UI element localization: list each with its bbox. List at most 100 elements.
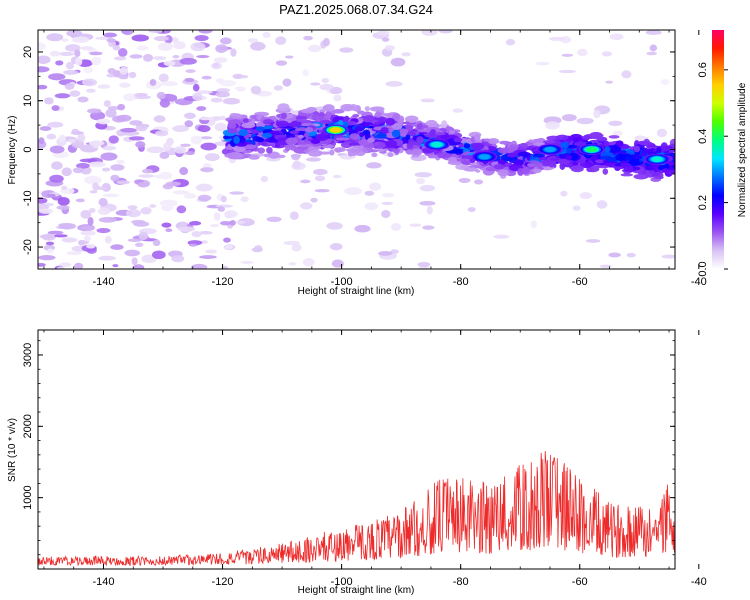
heatmap-cell	[136, 45, 149, 51]
heatmap-cell	[414, 172, 432, 178]
heatmap-cell	[235, 142, 247, 147]
heatmap-cell	[285, 134, 296, 139]
heatmap-cell	[54, 93, 71, 99]
heatmap-cell	[530, 220, 538, 229]
heatmap-cell	[419, 184, 436, 192]
heatmap-cell	[110, 244, 124, 250]
heatmap-cell	[149, 204, 157, 208]
heatmap-cell	[89, 190, 98, 194]
heatmap-cells	[38, 30, 710, 269]
heatmap-cell	[561, 114, 577, 122]
heatmap-cell	[314, 188, 330, 193]
heatmap-cell	[382, 193, 395, 198]
heatmap-peak	[688, 162, 710, 172]
heatmap-cell	[155, 130, 169, 137]
heatmap-cell	[49, 50, 61, 57]
heatmap-cell	[46, 33, 64, 42]
y-tick-label: -20	[22, 239, 34, 255]
heatmap-cell	[184, 120, 194, 128]
heatmap-cell	[428, 154, 439, 159]
heatmap-cell	[357, 110, 365, 115]
heatmap-cell	[204, 153, 220, 162]
heatmap-cell	[159, 98, 170, 108]
heatmap-cell	[449, 130, 455, 134]
heatmap-cell	[438, 30, 453, 34]
heatmap-cell	[161, 81, 179, 87]
heatmap-cell	[572, 161, 579, 166]
heatmap-cell	[291, 243, 302, 252]
heatmap-cell	[196, 106, 207, 111]
heatmap-cell	[391, 223, 402, 232]
heatmap-cell	[157, 42, 174, 51]
heatmap-cell	[217, 206, 226, 212]
heatmap-cell	[585, 239, 601, 243]
heatmap-cell	[116, 159, 125, 165]
heatmap-cell	[201, 75, 212, 80]
heatmap-cell	[85, 88, 96, 93]
heatmap-cell	[87, 108, 102, 114]
heatmap-cell	[98, 216, 117, 223]
heatmap-cell	[363, 115, 375, 124]
heatmap-cell	[135, 141, 146, 149]
heatmap-cell	[159, 199, 178, 207]
heatmap-cell	[354, 224, 371, 233]
heatmap-cell	[163, 142, 172, 151]
heatmap-cell	[497, 169, 509, 177]
heatmap-cell	[88, 161, 106, 168]
heatmap-cell	[224, 210, 238, 218]
heatmap-cell	[58, 222, 77, 230]
heatmap-cell	[91, 56, 102, 66]
heatmap-cell	[165, 181, 181, 187]
heatmap-cell	[376, 30, 390, 36]
heatmap-cell	[96, 118, 111, 125]
heatmap-cell	[250, 41, 266, 51]
colorbar-tick-label: 0.6	[697, 62, 709, 77]
x-tick-label: -40	[691, 276, 707, 288]
heatmap-cell	[506, 153, 517, 158]
heatmap-cell	[163, 60, 176, 67]
heatmap-cell	[235, 220, 246, 224]
heatmap-cell	[405, 149, 414, 155]
heatmap-cell	[216, 88, 231, 93]
heatmap-cell	[106, 38, 116, 43]
heatmap-cell	[599, 264, 612, 268]
heatmap-cell	[81, 78, 98, 87]
heatmap-cell	[129, 54, 143, 59]
heatmap-cell	[275, 60, 288, 66]
heatmap-cell	[172, 190, 190, 195]
heatmap-cell	[310, 197, 318, 203]
heatmap-cell	[131, 34, 149, 42]
heatmap-cell	[593, 109, 601, 119]
heatmap-cell	[376, 132, 387, 139]
heatmap-cell	[323, 37, 330, 47]
heatmap-cell	[420, 98, 435, 103]
heatmap-cell	[104, 235, 112, 244]
y-tick-label: 20	[22, 46, 34, 58]
colorbar: 0.0 0.2 0.4 0.6 Normalized spectral amplitu…	[697, 30, 748, 277]
heatmap-cell	[148, 30, 164, 33]
x-tick-label: -60	[572, 576, 588, 588]
heatmap-cell	[628, 159, 641, 165]
heatmap-cell	[285, 137, 298, 145]
heatmap-cell	[605, 80, 614, 84]
heatmap-cell	[266, 216, 282, 222]
heatmap-cell	[218, 115, 227, 121]
heatmap-peak	[478, 154, 491, 160]
heatmap-cell	[165, 228, 173, 233]
heatmap-cell	[366, 162, 382, 169]
heatmap-cell	[453, 137, 463, 143]
heatmap-cell	[333, 147, 346, 153]
heatmap-cell	[311, 115, 324, 120]
heatmap-cell	[541, 160, 551, 167]
heatmap-cell	[608, 135, 620, 139]
heatmap-cell	[219, 80, 237, 87]
heatmap-cell	[422, 225, 435, 230]
heatmap-cell	[322, 104, 335, 112]
heatmap-cell	[240, 260, 255, 264]
heatmap-cell	[179, 57, 197, 65]
heatmap-cell	[71, 36, 90, 44]
heatmap-cell	[47, 121, 64, 128]
heatmap-cell	[127, 238, 142, 243]
heatmap-cell	[180, 143, 191, 147]
